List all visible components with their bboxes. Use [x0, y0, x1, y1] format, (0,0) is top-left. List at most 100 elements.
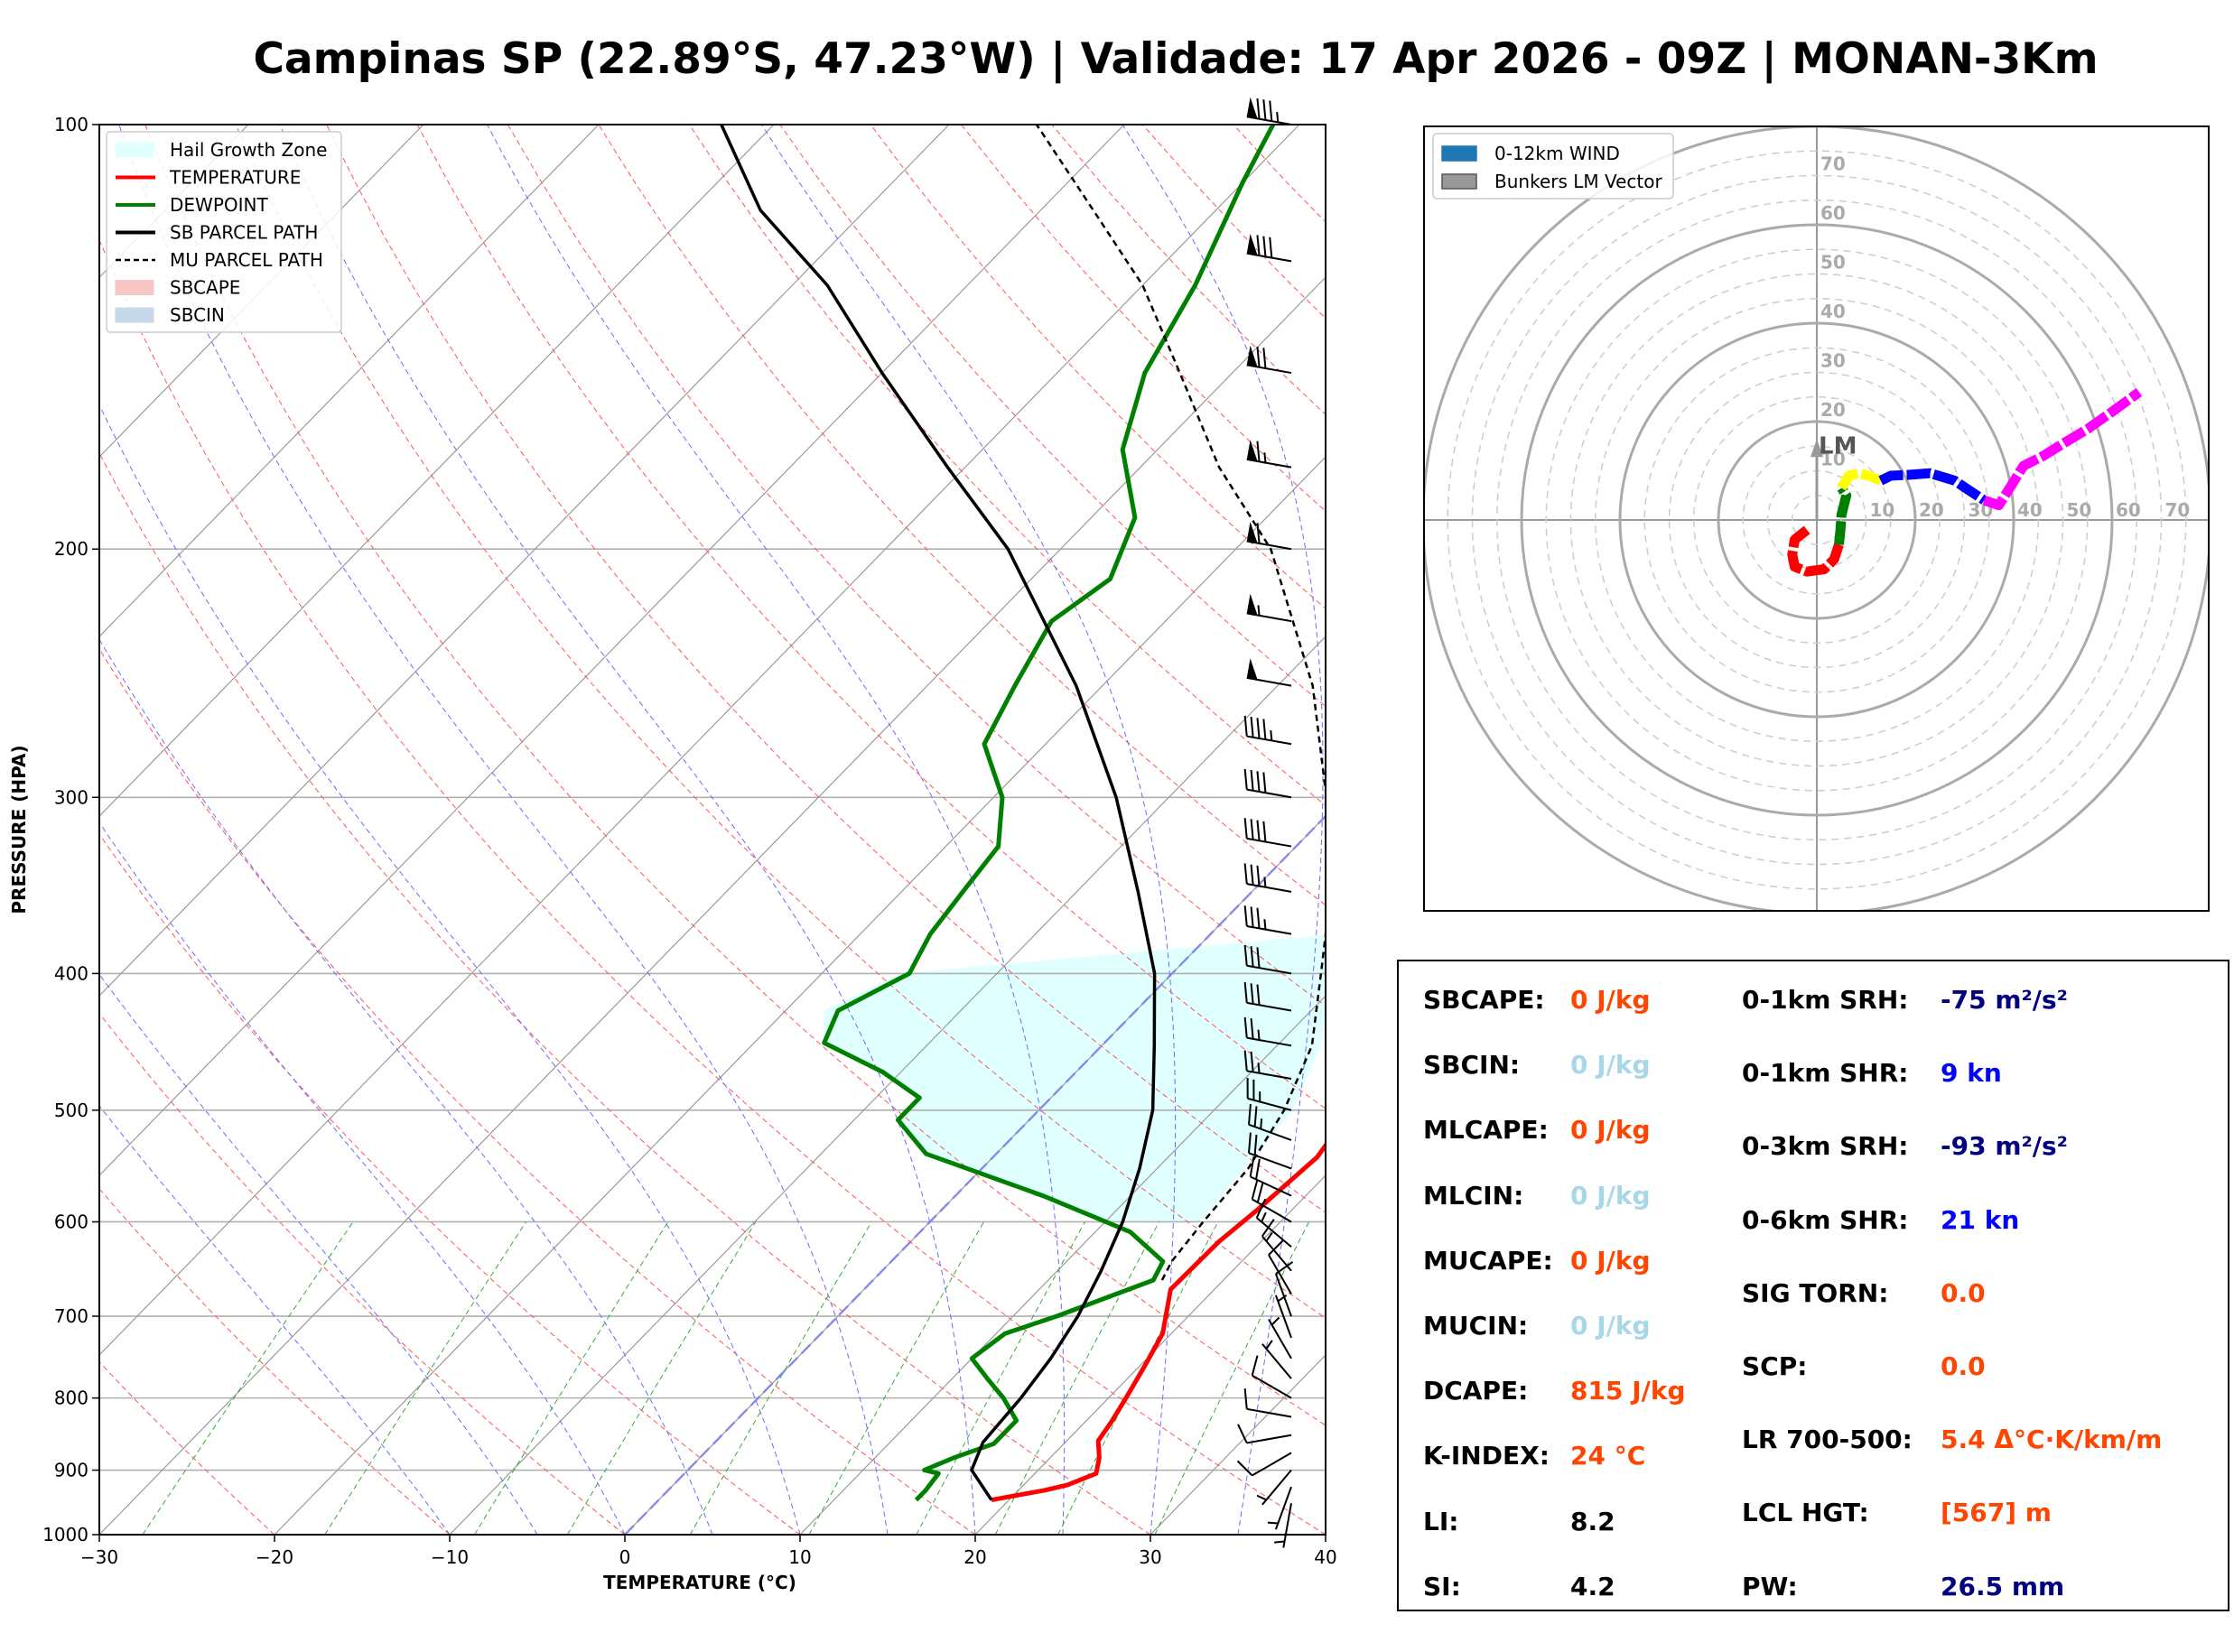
left-index-label: DCAPE: — [1423, 1376, 1529, 1406]
left-index-value: 0 J/kg — [1570, 1311, 1651, 1341]
wind-barb — [1246, 658, 1292, 687]
wind-barb — [1243, 1016, 1292, 1047]
moist-adiabat — [760, 125, 1177, 1535]
y-tick-label: 700 — [54, 1305, 88, 1327]
left-index-value: 0 J/kg — [1570, 985, 1651, 1015]
dry-adiabat — [507, 125, 1326, 1007]
isotherm — [99, 125, 1300, 1356]
mixing-ratio-line — [1154, 1221, 1310, 1535]
isotherm — [99, 125, 600, 637]
dry-adiabat — [99, 647, 976, 1535]
right-index-label: LR 700-500: — [1742, 1425, 1913, 1455]
isotherm — [624, 815, 1326, 1535]
wind-barb — [1243, 944, 1292, 975]
y-tick-label: 1000 — [42, 1524, 88, 1545]
left-index-label: SI: — [1423, 1571, 1461, 1601]
hodograph-ring — [1447, 150, 2187, 890]
mixing-ratio-line — [324, 1221, 527, 1535]
hodograph-ring — [1742, 445, 1892, 595]
wind-barb — [1274, 1503, 1292, 1548]
hodograph-frame — [1423, 125, 2210, 912]
ring-label: 70 — [1820, 153, 1846, 175]
ring-label: 10 — [1820, 449, 1846, 470]
wind-barb — [1243, 818, 1292, 848]
mixing-ratio-line — [689, 1221, 872, 1535]
hodograph-ring — [1643, 347, 1990, 693]
wind-barb — [1261, 1340, 1292, 1379]
isotherm — [99, 125, 249, 279]
isotherm — [1325, 1534, 1326, 1535]
right-index-label: 0-1km SRH: — [1742, 985, 1909, 1015]
wind-barb — [1246, 97, 1292, 125]
right-index-value: 0.0 — [1941, 1277, 1986, 1308]
moist-adiabat — [1122, 125, 1324, 1535]
temperature-line — [991, 1141, 1326, 1503]
hodograph-segment — [1837, 468, 1883, 491]
ring-label: 40 — [1820, 301, 1846, 322]
left-index-value: 24 °C — [1570, 1441, 1646, 1471]
mixing-ratio-line — [1057, 1221, 1219, 1535]
ring-label: 30 — [1820, 350, 1846, 372]
left-index-label: MUCIN: — [1423, 1311, 1529, 1341]
y-tick-label: 500 — [54, 1100, 88, 1121]
left-index-label: MLCAPE: — [1423, 1115, 1549, 1146]
wind-barb — [1243, 1388, 1292, 1418]
x-tick-label: 10 — [788, 1546, 811, 1568]
isotherm — [99, 125, 1125, 1176]
x-axis-label: TEMPERATURE (°C) — [603, 1572, 796, 1593]
legend-label: DEWPOINT — [170, 194, 268, 216]
wind-barb — [1243, 982, 1292, 1012]
left-index-value: 0 J/kg — [1570, 1050, 1651, 1081]
y-tick-label: 200 — [54, 538, 88, 560]
left-index-label: MUCAPE: — [1423, 1245, 1553, 1276]
y-tick-label: 100 — [54, 114, 88, 135]
dry-adiabat — [99, 1012, 626, 1535]
y-tick-label: 600 — [54, 1211, 88, 1232]
wind-barb — [1267, 1486, 1292, 1530]
hodograph-ring — [1595, 298, 2039, 742]
x-tick-label: −20 — [256, 1546, 293, 1568]
dry-adiabat — [235, 125, 1326, 1319]
isotherm — [799, 995, 1326, 1535]
left-index-value: 8.2 — [1570, 1506, 1615, 1536]
left-index-value: 0 J/kg — [1570, 1180, 1651, 1211]
wind-barb — [1249, 1155, 1292, 1197]
hodograph-ring — [1520, 223, 2114, 817]
mixing-ratio-line — [474, 1221, 669, 1535]
hodograph-ring — [1693, 396, 1941, 644]
chart-title: Campinas SP (22.89°S, 47.23°W) | Validad… — [253, 34, 2099, 84]
wind-barb — [1268, 1316, 1292, 1360]
hodograph-segment — [1878, 468, 1987, 505]
ring-label: 50 — [2067, 499, 2092, 521]
y-axis-label: PRESSURE (HPA) — [8, 745, 30, 914]
legend-label: SBCIN — [170, 304, 225, 326]
hodograph-ring — [1569, 273, 2064, 767]
ring-label: 70 — [2165, 499, 2191, 521]
hodograph-ring — [1496, 200, 2137, 840]
skew-legend: Hail Growth Zone TEMPERATURE DEWPOINT SB PA… — [106, 131, 342, 333]
hodograph-segment — [1982, 387, 2143, 511]
right-index-label: SCP: — [1742, 1351, 1808, 1381]
isotherm — [449, 636, 1326, 1535]
hodograph-legend: 0-12km WIND Bunkers LM Vector — [1432, 133, 1674, 200]
legend-label: MU PARCEL PATH — [170, 249, 323, 271]
right-index-label: LCL HGT: — [1742, 1498, 1869, 1528]
mixing-ratio-line — [566, 1221, 757, 1535]
moist-adiabat — [99, 638, 713, 1535]
wind-barb — [1246, 593, 1292, 623]
right-index-label: 0-3km SRH: — [1742, 1131, 1909, 1162]
legend-swatch — [115, 307, 154, 323]
wind-barb — [1274, 1295, 1292, 1339]
wind-barb — [1246, 234, 1292, 263]
left-index-label: SBCIN: — [1423, 1050, 1521, 1081]
zero-isotherm — [624, 814, 1326, 1535]
hail-growth-zone — [824, 934, 1326, 1222]
wind-barb — [1246, 1078, 1292, 1111]
wind-barb — [1243, 715, 1292, 746]
wind-barb — [1236, 1452, 1292, 1477]
hodograph-ring — [1766, 469, 1867, 571]
skew-t-chart: −30 −20 −10 0 10 20 30 40 100 200 300 400 500 600 700 8… — [8, 97, 1337, 1593]
right-index-value: [567] m — [1941, 1498, 2052, 1528]
ring-label: 10 — [1870, 499, 1895, 521]
right-index-value: 21 kn — [1941, 1204, 2020, 1235]
